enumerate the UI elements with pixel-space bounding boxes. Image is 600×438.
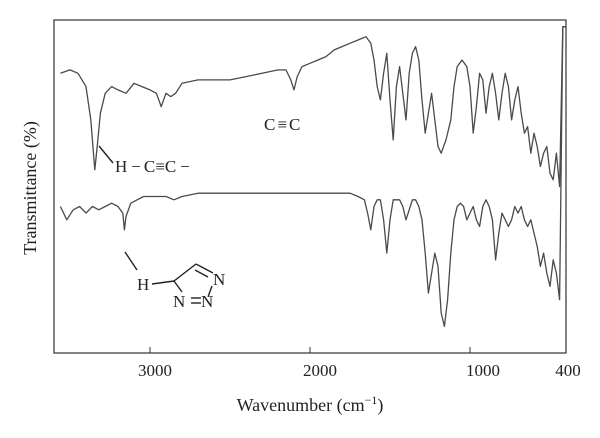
triazole-bond-c4-n3: [173, 280, 183, 293]
x-axis-title-superscript: −1: [365, 393, 378, 407]
plot-frame: [53, 19, 567, 354]
cc-c-2: C: [289, 115, 300, 134]
x-tick-label-2000: 2000: [303, 361, 337, 380]
x-tick-label-1000: 1000: [466, 361, 500, 380]
triazole-bond-c4-c5: [173, 263, 197, 282]
alkyne-c-1: C: [144, 157, 155, 176]
spectrum-curve-alkyne: [60, 26, 566, 188]
x-tick-label-400: 400: [555, 361, 581, 380]
spectrum-curve-triazole: [59, 26, 566, 328]
alkyne-triple-bond: ≡: [155, 157, 165, 176]
x-axis-title-main: Wavenumber (cm: [237, 395, 365, 416]
triazole-bond-n1-n2: [207, 285, 213, 298]
alkyne-c-2: C: [165, 157, 176, 176]
triazole-bond-c5-n1: [195, 263, 214, 274]
alkyne-dash-1: −: [131, 157, 141, 176]
y-axis-title: Transmittance (%): [20, 121, 41, 255]
alkyne-dash-2: −: [180, 157, 190, 176]
alkyne-h: H: [115, 157, 127, 176]
triazole-n-2: N: [173, 292, 185, 311]
x-tick-label-3000: 3000: [138, 361, 172, 380]
x-tick-marks: [149, 347, 567, 353]
cc-triple-bond: ≡: [277, 115, 287, 134]
cc-c-1: C: [264, 115, 275, 134]
x-axis-title-close: ): [377, 395, 383, 416]
triazole-n-1: N: [213, 270, 225, 289]
triazole-pointer-line: [124, 251, 138, 271]
triazole-structure: H N N N: [124, 251, 225, 311]
alkyne-pointer-line: [98, 145, 114, 164]
x-axis-title: Wavenumber (cm−1): [237, 393, 384, 416]
alkyne-group-label: H − C≡C −: [115, 157, 190, 176]
cc-triple-label: C ≡ C: [264, 115, 300, 134]
triazole-h-bond: [151, 280, 175, 285]
triazole-bond-c5-n1-double: [194, 269, 209, 278]
triazole-h: H: [137, 275, 149, 294]
triazole-n-3: N: [201, 292, 213, 311]
